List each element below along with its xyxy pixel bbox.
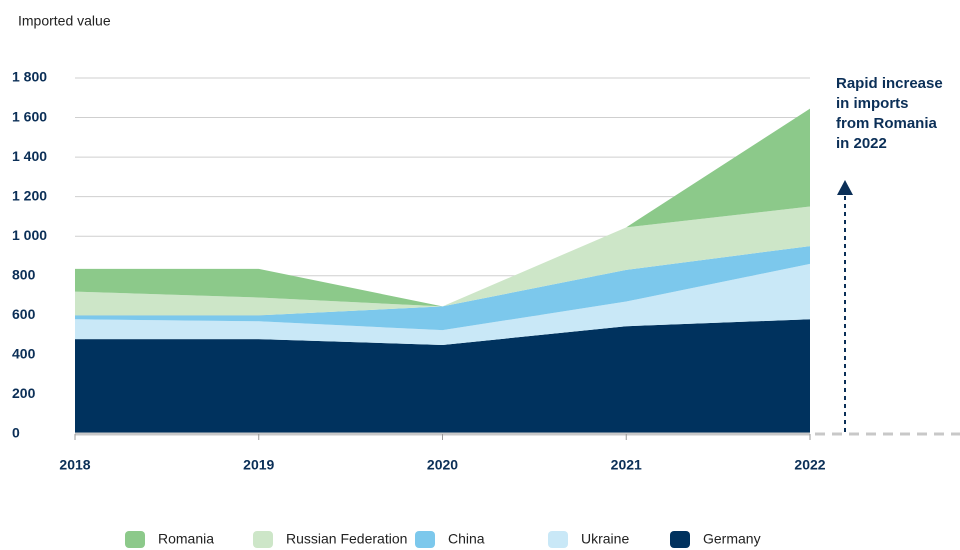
annotation: from Romania: [836, 115, 938, 132]
area: [75, 206, 810, 316]
legend-swatch: [253, 531, 273, 548]
legend-swatch: [125, 531, 145, 548]
y-tick-label: 1 200: [12, 187, 47, 203]
y-tick-label: 1 600: [12, 108, 47, 124]
x-tick-label: 2022: [794, 457, 825, 473]
x-tick-label: 2018: [59, 457, 90, 473]
legend-label: Ukraine: [581, 531, 629, 547]
y-tick-label: 1 000: [12, 227, 47, 243]
legend-swatch: [670, 531, 690, 548]
annotation: in imports: [836, 95, 909, 112]
legend-label: Russian Federation: [286, 531, 407, 547]
x-tick-label: 2019: [243, 457, 274, 473]
area: [75, 108, 810, 307]
annotation-arrowhead: [837, 180, 853, 195]
area: [75, 263, 810, 345]
area: [75, 319, 810, 434]
y-tick-label: 800: [12, 266, 36, 282]
y-tick-label: 1 800: [12, 69, 47, 85]
area: [75, 246, 810, 331]
y-axis-label: Imported value: [18, 13, 111, 29]
x-tick-label: 2020: [427, 457, 458, 473]
y-tick-label: 200: [12, 385, 36, 401]
y-tick-label: 1 400: [12, 148, 47, 164]
legend-swatch: [415, 531, 435, 548]
legend-label: China: [448, 531, 485, 547]
annotation: Rapid increase: [836, 75, 943, 92]
y-tick-label: 600: [12, 306, 36, 322]
legend-label: Romania: [158, 531, 214, 547]
y-tick-label: 0: [12, 425, 20, 441]
y-tick-label: 400: [12, 346, 36, 362]
legend-swatch: [548, 531, 568, 548]
x-tick-label: 2021: [611, 457, 642, 473]
legend-label: Germany: [703, 531, 761, 547]
annotation: in 2022: [836, 135, 887, 152]
